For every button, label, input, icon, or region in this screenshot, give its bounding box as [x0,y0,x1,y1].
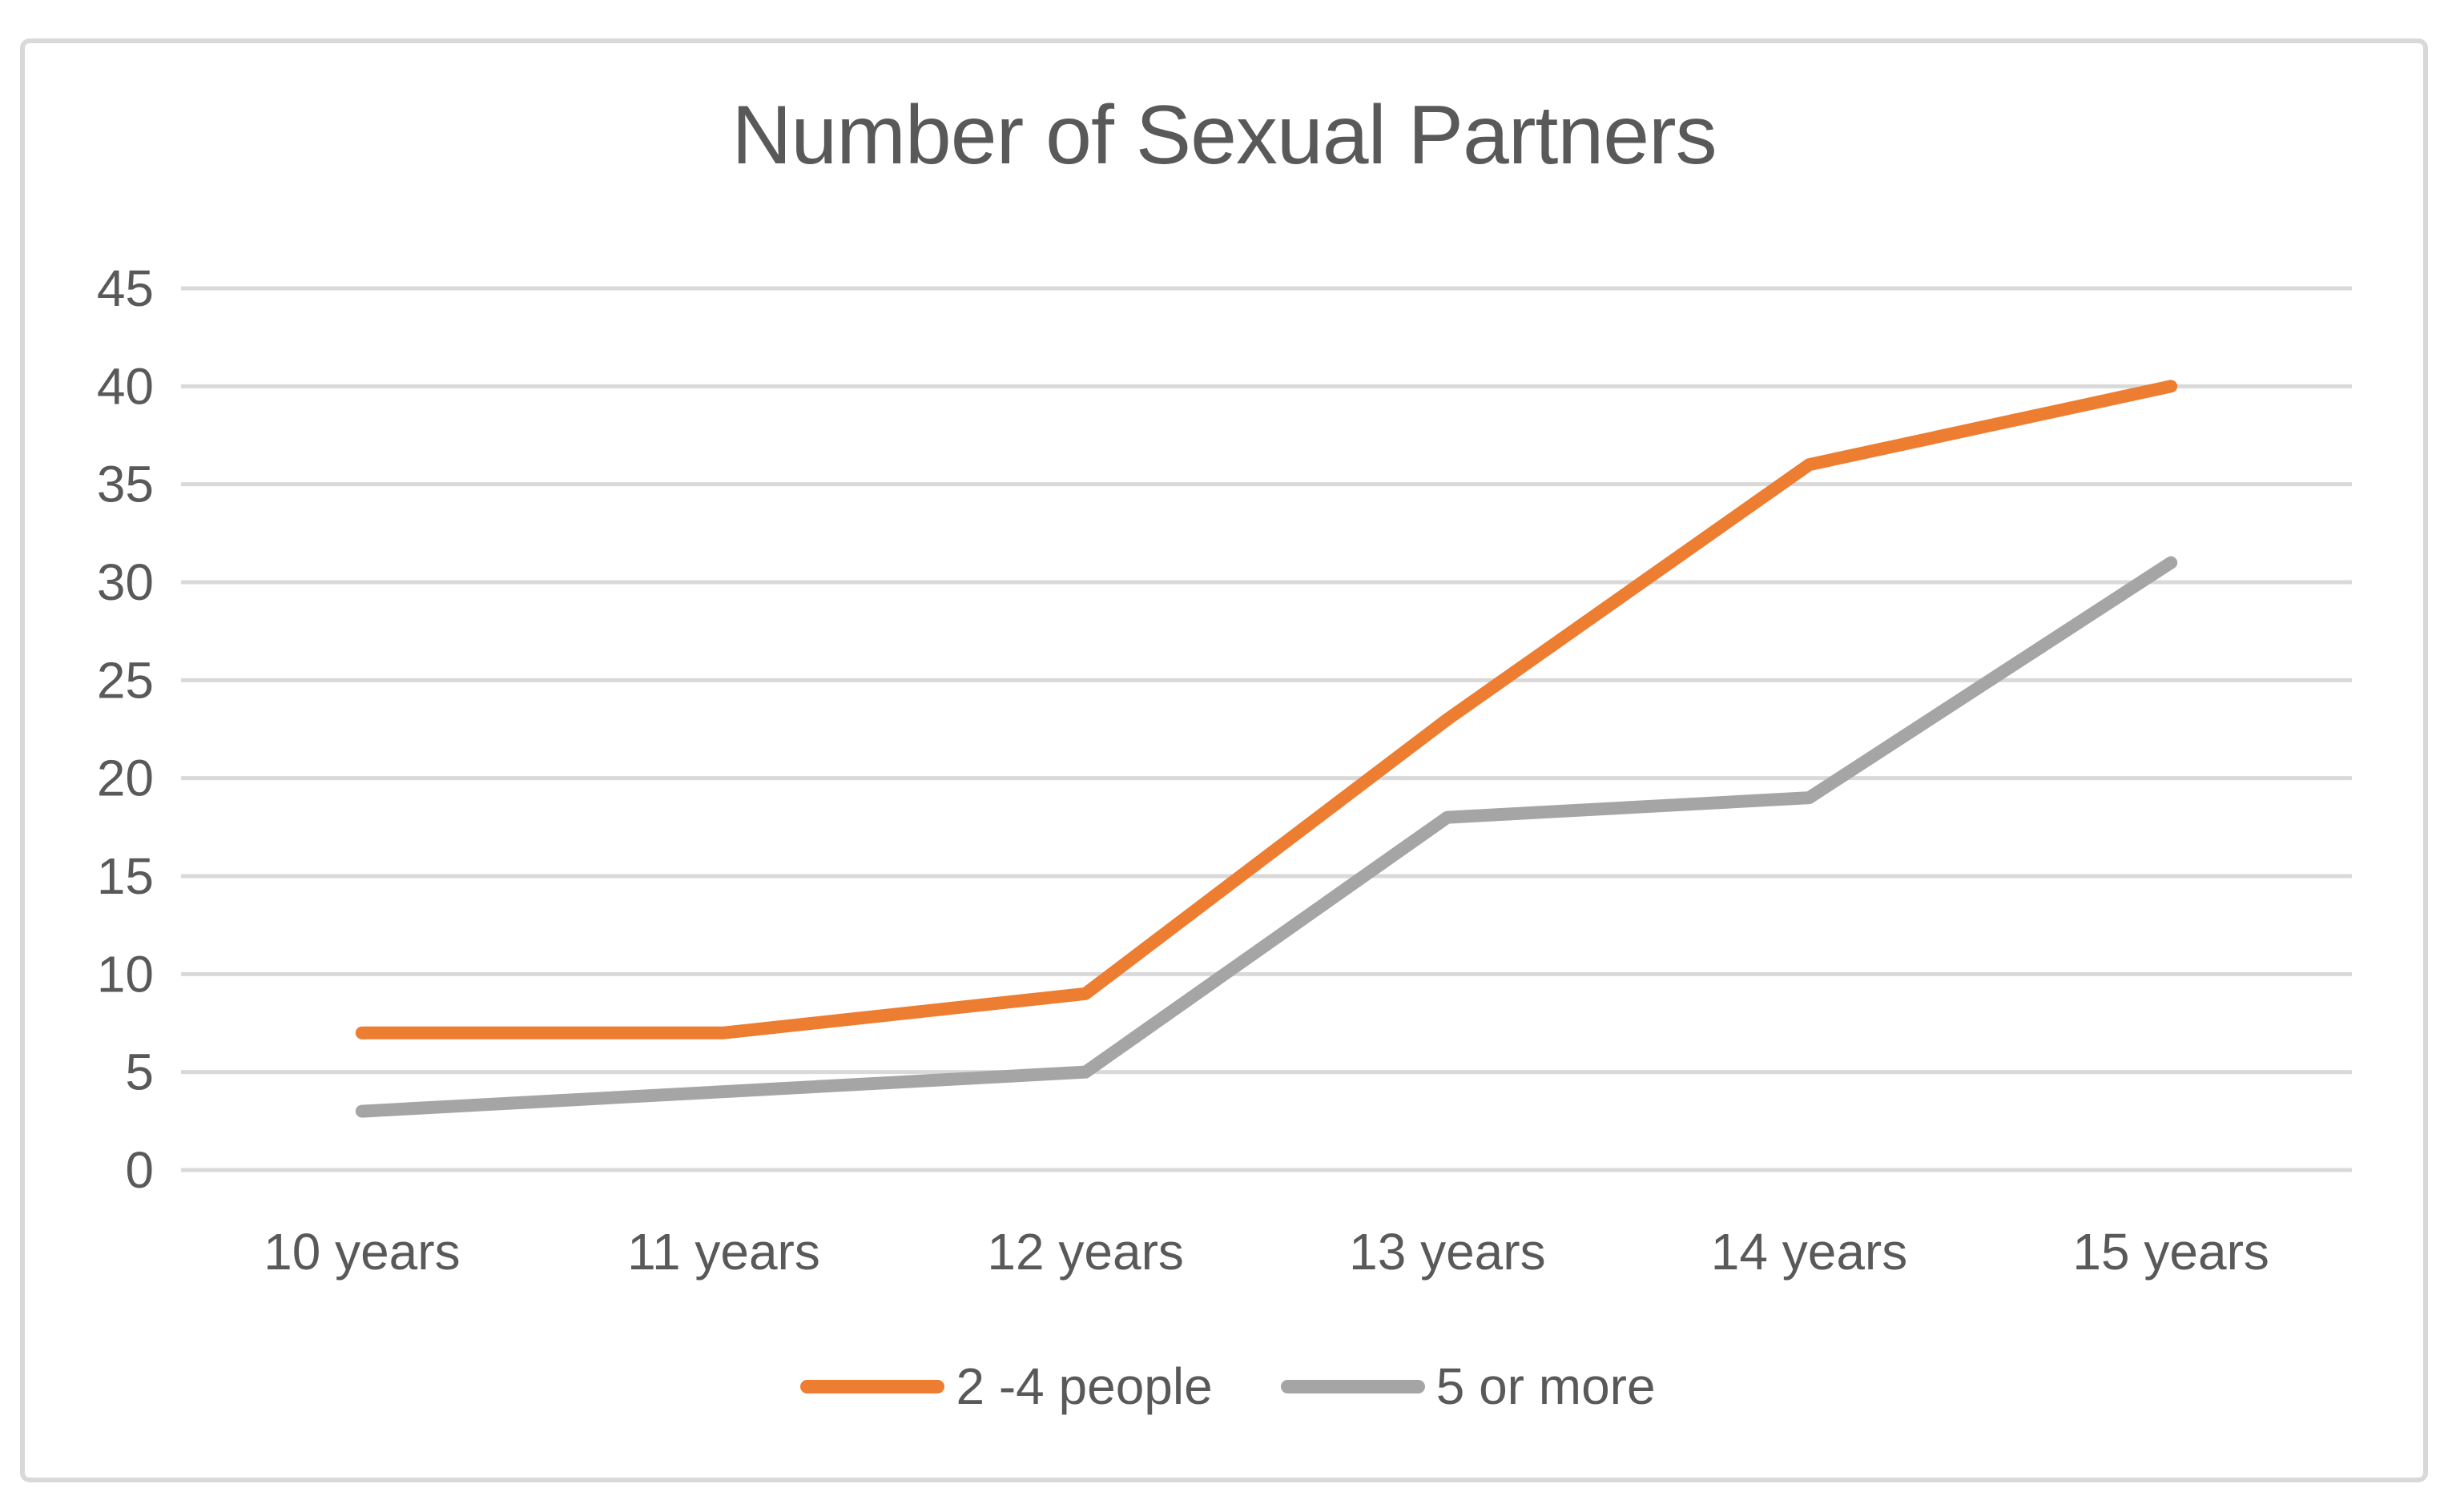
legend-item-2-4-people: 2 -4 people [800,1357,1213,1416]
legend-swatch-2-4-people [800,1379,945,1393]
y-tick-label: 30 [97,553,154,611]
x-tick-label: 10 years [264,1223,460,1281]
series-line-5-or-more [355,556,2178,1118]
series-line-2-4-people [355,380,2178,1040]
y-tick-label: 25 [97,651,154,709]
x-tick-label: 12 years [987,1223,1183,1281]
x-tick-label: 14 years [1711,1223,1907,1281]
y-tick-label: 45 [97,259,154,317]
legend: 2 -4 people 5 or more [0,1357,2456,1416]
legend-item-5-or-more: 5 or more [1280,1357,1656,1416]
y-tick-label: 10 [97,945,154,1003]
y-tick-label: 5 [125,1044,154,1101]
y-tick-label: 15 [97,847,154,905]
y-tick-label: 35 [97,456,154,513]
y-tick-label: 0 [125,1141,154,1199]
x-tick-label: 15 years [2072,1223,2269,1281]
y-tick-label: 20 [97,750,154,807]
legend-label-5-or-more: 5 or more [1435,1357,1656,1415]
legend-swatch-5-or-more [1280,1379,1425,1393]
y-tick-label: 40 [97,357,154,415]
x-tick-label: 11 years [627,1223,820,1281]
x-tick-label: 13 years [1349,1223,1545,1281]
chart-frame [20,38,2428,1482]
legend-label-2-4-people: 2 -4 people [956,1357,1213,1415]
chart-title: Number of Sexual Partners [731,89,1717,182]
